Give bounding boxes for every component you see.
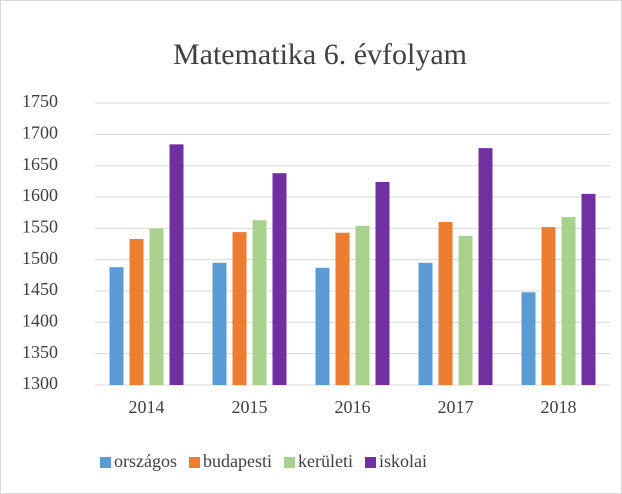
bar	[561, 217, 576, 385]
bar	[521, 292, 536, 385]
bar	[109, 267, 124, 385]
legend-swatch	[100, 457, 111, 468]
y-tick-label: 1350	[22, 342, 58, 362]
bar	[355, 225, 370, 385]
bar	[581, 193, 596, 385]
y-tick-label: 1500	[22, 248, 58, 268]
bar	[315, 267, 330, 385]
bar	[272, 173, 287, 385]
x-tick-label: 2016	[335, 397, 371, 417]
bar	[335, 232, 350, 385]
bar	[232, 232, 247, 385]
bar	[212, 262, 227, 385]
x-tick-label: 2017	[438, 397, 474, 417]
legend-label: országos	[114, 451, 177, 471]
y-tick-label: 1650	[22, 154, 58, 174]
y-tick-label: 1600	[22, 185, 58, 205]
x-tick-label: 2014	[129, 397, 165, 417]
bar	[478, 148, 493, 385]
bar	[169, 144, 184, 385]
y-tick-label: 1300	[22, 373, 58, 393]
bar	[541, 227, 556, 385]
x-tick-label: 2015	[232, 397, 268, 417]
x-tick-label: 2018	[541, 397, 577, 417]
y-tick-label: 1750	[22, 91, 58, 111]
y-tick-label: 1450	[22, 279, 58, 299]
bar	[129, 238, 144, 385]
legend-label: kerületi	[298, 451, 353, 471]
y-tick-label: 1550	[22, 216, 58, 236]
legend-swatch	[364, 457, 376, 468]
legend-label: budapesti	[203, 451, 272, 471]
bar	[375, 181, 390, 385]
legend-swatch	[283, 457, 295, 468]
bar	[149, 228, 164, 385]
y-tick-label: 1700	[22, 122, 58, 142]
bar	[438, 222, 453, 385]
legend-label: iskolai	[379, 451, 427, 471]
bar	[418, 262, 433, 385]
y-tick-label: 1400	[22, 310, 58, 330]
bar	[252, 220, 267, 385]
legend-swatch	[188, 457, 200, 468]
bar	[458, 235, 473, 385]
chart-title: Matematika 6. évfolyam	[173, 38, 467, 71]
